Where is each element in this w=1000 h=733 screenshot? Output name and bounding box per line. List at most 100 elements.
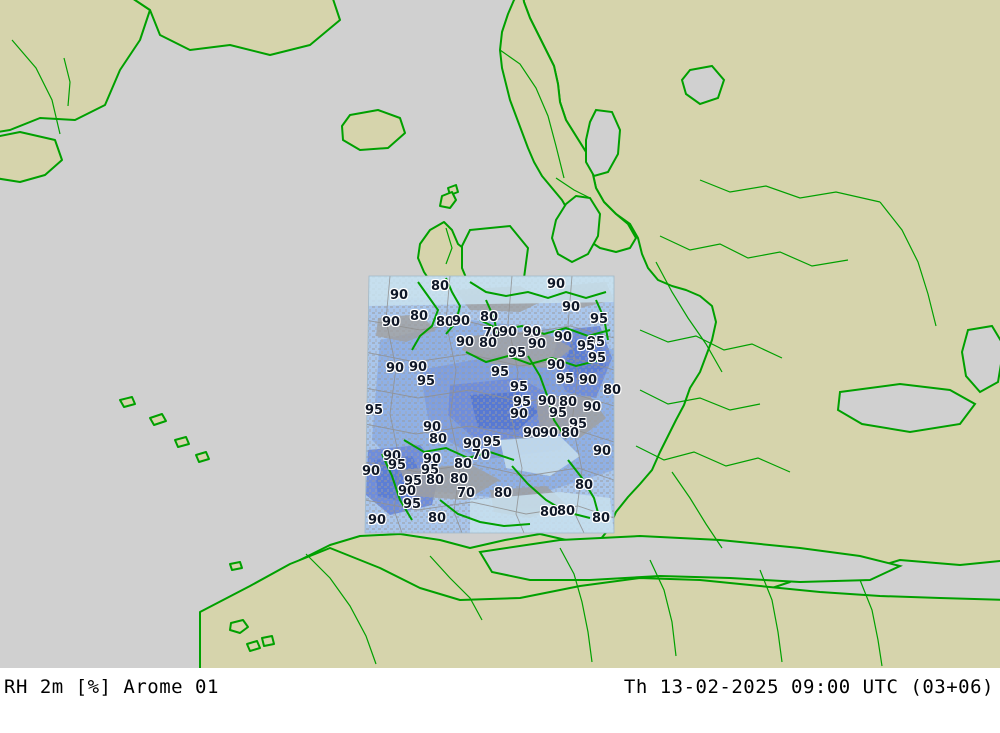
sea-black bbox=[836, 382, 977, 434]
landmass-azores-3 bbox=[195, 451, 210, 463]
contour-label: 90 bbox=[583, 400, 602, 415]
border-line bbox=[445, 227, 453, 265]
product-title: RH 2m [%] Arome 01 bbox=[4, 676, 219, 698]
contour-label: 90 bbox=[386, 361, 405, 376]
contour-label: 90 bbox=[547, 358, 566, 373]
landmass-north-africa bbox=[199, 547, 1000, 668]
valid-datetime: Th 13-02-2025 09:00 UTC (03+06) bbox=[623, 676, 994, 698]
border-line bbox=[659, 235, 849, 267]
sea-gulf-of-bothnia bbox=[585, 108, 622, 178]
contour-label: 90 bbox=[390, 288, 409, 303]
contour-label: 80 bbox=[454, 457, 473, 472]
landmass-canary-1 bbox=[229, 619, 249, 634]
contour-label: 80 bbox=[561, 426, 580, 441]
footer-bar: RH 2m [%] Arome 01 Th 13-02-2025 09:00 U… bbox=[0, 668, 1000, 733]
landmass-greenland-south bbox=[0, 131, 63, 183]
border-line bbox=[635, 445, 791, 473]
contour-label: 90 bbox=[368, 513, 387, 528]
contour-label: 80 bbox=[559, 395, 578, 410]
contour-label: 80 bbox=[436, 315, 455, 330]
contour-label: 80 bbox=[603, 383, 622, 398]
contour-label: 90 bbox=[398, 484, 417, 499]
border-line bbox=[499, 49, 565, 179]
contour-label: 90 bbox=[528, 337, 547, 352]
contour-label: 95 bbox=[403, 497, 422, 512]
landmass-arctic-nw bbox=[133, 0, 341, 56]
contour-label: 80 bbox=[575, 478, 594, 493]
border-line bbox=[759, 569, 783, 663]
contour-label: 95 bbox=[513, 395, 532, 410]
border-line bbox=[429, 555, 483, 621]
contour-label: 80 bbox=[480, 310, 499, 325]
border-line bbox=[639, 329, 783, 359]
border-line bbox=[671, 471, 723, 549]
border-group bbox=[11, 39, 937, 667]
landmass-iceland bbox=[341, 109, 406, 151]
border-line bbox=[555, 177, 591, 199]
contour-label: 95 bbox=[388, 458, 407, 473]
contour-label: 80 bbox=[479, 336, 498, 351]
contour-label: 90 bbox=[456, 335, 475, 350]
contour-label: 80 bbox=[426, 473, 445, 488]
contour-label: 95 bbox=[569, 417, 588, 432]
landmass-azores-1 bbox=[149, 413, 167, 426]
contour-label: 90 bbox=[523, 325, 542, 340]
contour-label: 95 bbox=[508, 346, 527, 361]
model-domain-field bbox=[365, 276, 614, 533]
landmass-azores-2 bbox=[174, 436, 190, 448]
border-line bbox=[879, 201, 937, 327]
contour-label: 80 bbox=[557, 504, 576, 519]
contour-label: 95 bbox=[417, 374, 436, 389]
sea-mediterranean bbox=[478, 534, 903, 584]
contour-label: 95 bbox=[365, 403, 384, 418]
contour-label: 95 bbox=[510, 380, 529, 395]
contour-label: 80 bbox=[494, 486, 513, 501]
border-line bbox=[699, 179, 881, 203]
border-line bbox=[559, 547, 593, 663]
contour-label: 90 bbox=[562, 300, 581, 315]
contour-label: 90 bbox=[423, 420, 442, 435]
landmass-azores-4 bbox=[119, 396, 136, 408]
contour-label: 95 bbox=[404, 474, 423, 489]
contour-label: 90 bbox=[510, 407, 529, 422]
contour-label: 80 bbox=[450, 472, 469, 487]
contour-label: 90 bbox=[383, 449, 402, 464]
border-line bbox=[11, 39, 61, 135]
contour-label: 90 bbox=[362, 464, 381, 479]
contour-label: 80 bbox=[431, 279, 450, 294]
contour-label: 80 bbox=[429, 432, 448, 447]
contour-label: 70 bbox=[457, 486, 476, 501]
contour-label: 95 bbox=[590, 312, 609, 327]
contour-label: 90 bbox=[452, 314, 471, 329]
map-canvas[interactable]: 90 80 90 80 80 90 80 90 90 95 70 90 90 90 80 90 90 95 95 95… bbox=[0, 0, 1000, 668]
landmass-scotland-north bbox=[439, 191, 457, 209]
border-line bbox=[639, 389, 761, 411]
contour-label: 95 bbox=[549, 406, 568, 421]
contour-label: 80 bbox=[540, 505, 559, 520]
sea-white bbox=[680, 64, 726, 106]
contour-label: 90 bbox=[423, 452, 442, 467]
sea-baltic bbox=[550, 194, 602, 264]
contour-label: 90 bbox=[382, 315, 401, 330]
contour-label: 70 bbox=[483, 326, 502, 341]
contour-label: 90 bbox=[554, 330, 573, 345]
sea-caspian bbox=[960, 324, 1000, 394]
landmass-canary-3 bbox=[246, 640, 261, 652]
contour-label: 90 bbox=[547, 277, 566, 292]
contour-label: 90 bbox=[593, 444, 612, 459]
contour-label: 80 bbox=[410, 309, 429, 324]
basemap-svg bbox=[0, 0, 1000, 668]
contour-label: 95 bbox=[483, 435, 502, 450]
landmass-scandinavia bbox=[499, 0, 637, 253]
border-line bbox=[859, 579, 883, 667]
landmass-group bbox=[0, 0, 1000, 668]
border-line bbox=[649, 559, 677, 657]
contour-label: 95 bbox=[421, 463, 440, 478]
border-line bbox=[63, 57, 71, 107]
border-line bbox=[655, 261, 723, 373]
contour-label: 95 bbox=[556, 372, 575, 387]
model-domain-outline bbox=[364, 275, 615, 534]
contour-label: 95 bbox=[577, 339, 596, 354]
contour-label: 95 bbox=[491, 365, 510, 380]
